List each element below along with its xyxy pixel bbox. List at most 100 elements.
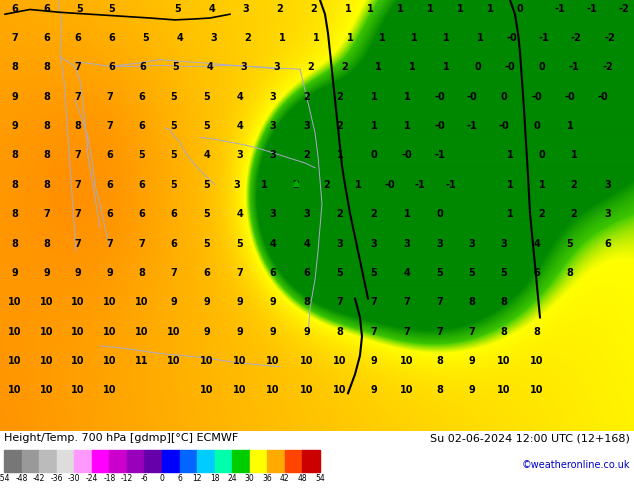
Text: -0: -0 — [565, 92, 576, 101]
Text: 6: 6 — [269, 268, 276, 278]
Text: 5: 5 — [143, 33, 150, 43]
Text: 54: 54 — [315, 474, 325, 483]
Text: -24: -24 — [86, 474, 98, 483]
Text: 9: 9 — [469, 356, 476, 366]
Text: -18: -18 — [103, 474, 115, 483]
Text: -0: -0 — [505, 62, 515, 73]
Text: 3: 3 — [269, 150, 276, 160]
Text: -1: -1 — [446, 180, 456, 190]
Text: 9: 9 — [171, 297, 178, 307]
Text: 8: 8 — [44, 92, 51, 101]
Text: 3: 3 — [469, 239, 476, 248]
Bar — [232, 450, 250, 472]
Text: 4: 4 — [207, 62, 214, 73]
Text: 24: 24 — [228, 474, 237, 483]
Text: 3: 3 — [269, 121, 276, 131]
Text: 2: 2 — [337, 209, 344, 219]
Text: 2: 2 — [571, 180, 578, 190]
Text: 2: 2 — [304, 150, 311, 160]
Text: 8: 8 — [437, 356, 443, 366]
Text: 2: 2 — [337, 92, 344, 101]
Text: 3: 3 — [269, 92, 276, 101]
Text: -0: -0 — [435, 92, 445, 101]
Text: 1: 1 — [375, 62, 382, 73]
Text: 8: 8 — [437, 386, 443, 395]
Text: 10: 10 — [71, 356, 85, 366]
Text: 7: 7 — [75, 239, 81, 248]
Text: 7: 7 — [107, 92, 113, 101]
Text: 1: 1 — [397, 4, 403, 15]
Text: 9: 9 — [371, 356, 377, 366]
Text: 6: 6 — [139, 209, 145, 219]
Text: 1: 1 — [404, 92, 410, 101]
Text: 10: 10 — [103, 297, 117, 307]
Text: 7: 7 — [75, 150, 81, 160]
Text: 2: 2 — [311, 4, 318, 15]
Bar — [92, 450, 109, 472]
Text: 10: 10 — [200, 386, 214, 395]
Text: 6: 6 — [204, 268, 210, 278]
Text: 10: 10 — [71, 297, 85, 307]
Text: 2: 2 — [342, 62, 348, 73]
Text: 0: 0 — [160, 474, 164, 483]
Text: 9: 9 — [204, 327, 210, 337]
Text: 6: 6 — [171, 209, 178, 219]
Text: 10: 10 — [40, 297, 54, 307]
Text: 9: 9 — [236, 297, 243, 307]
Text: -48: -48 — [15, 474, 28, 483]
Text: 1: 1 — [571, 150, 578, 160]
Text: 3: 3 — [274, 62, 280, 73]
Text: 3: 3 — [605, 209, 611, 219]
Text: -1: -1 — [569, 62, 579, 73]
Text: 30: 30 — [245, 474, 255, 483]
Text: -0: -0 — [532, 92, 542, 101]
Text: 1: 1 — [347, 33, 353, 43]
Text: 2: 2 — [571, 209, 578, 219]
Text: 10: 10 — [103, 327, 117, 337]
Text: 4: 4 — [177, 33, 183, 43]
Text: 1: 1 — [411, 33, 417, 43]
Text: 2: 2 — [245, 33, 251, 43]
Text: 1: 1 — [409, 62, 415, 73]
Text: 10: 10 — [301, 356, 314, 366]
Text: 5: 5 — [171, 150, 178, 160]
Text: 2: 2 — [307, 62, 314, 73]
Text: 1: 1 — [456, 4, 463, 15]
Text: 2: 2 — [337, 121, 344, 131]
Text: 5: 5 — [174, 4, 181, 15]
Text: 6: 6 — [177, 474, 182, 483]
Text: 1: 1 — [378, 33, 385, 43]
Text: 10: 10 — [71, 386, 85, 395]
Text: 7: 7 — [337, 297, 344, 307]
Text: 0: 0 — [475, 62, 481, 73]
Text: 1: 1 — [278, 33, 285, 43]
Text: 10: 10 — [233, 356, 247, 366]
Text: 7: 7 — [371, 327, 377, 337]
Text: -0: -0 — [498, 121, 509, 131]
Text: ©weatheronline.co.uk: ©weatheronline.co.uk — [522, 460, 630, 470]
Bar — [285, 450, 302, 472]
Text: 8: 8 — [75, 121, 81, 131]
Text: -1: -1 — [415, 180, 425, 190]
Text: 7: 7 — [236, 268, 243, 278]
Text: -30: -30 — [68, 474, 81, 483]
Text: 5: 5 — [236, 239, 243, 248]
Bar — [74, 450, 92, 472]
Text: 9: 9 — [11, 268, 18, 278]
Text: -0: -0 — [435, 121, 445, 131]
Text: 1: 1 — [539, 180, 545, 190]
Text: 10: 10 — [8, 297, 22, 307]
Text: 1: 1 — [567, 121, 573, 131]
Text: 1: 1 — [354, 180, 361, 190]
Text: 4: 4 — [534, 239, 540, 248]
Text: -0: -0 — [401, 150, 412, 160]
Bar — [22, 450, 39, 472]
Text: 4: 4 — [236, 92, 243, 101]
Text: 6: 6 — [139, 180, 145, 190]
Text: 10: 10 — [333, 356, 347, 366]
Text: 7: 7 — [44, 209, 50, 219]
Text: 0: 0 — [371, 150, 377, 160]
Text: 7: 7 — [404, 327, 410, 337]
Text: 6: 6 — [107, 150, 113, 160]
Text: 6: 6 — [139, 92, 145, 101]
